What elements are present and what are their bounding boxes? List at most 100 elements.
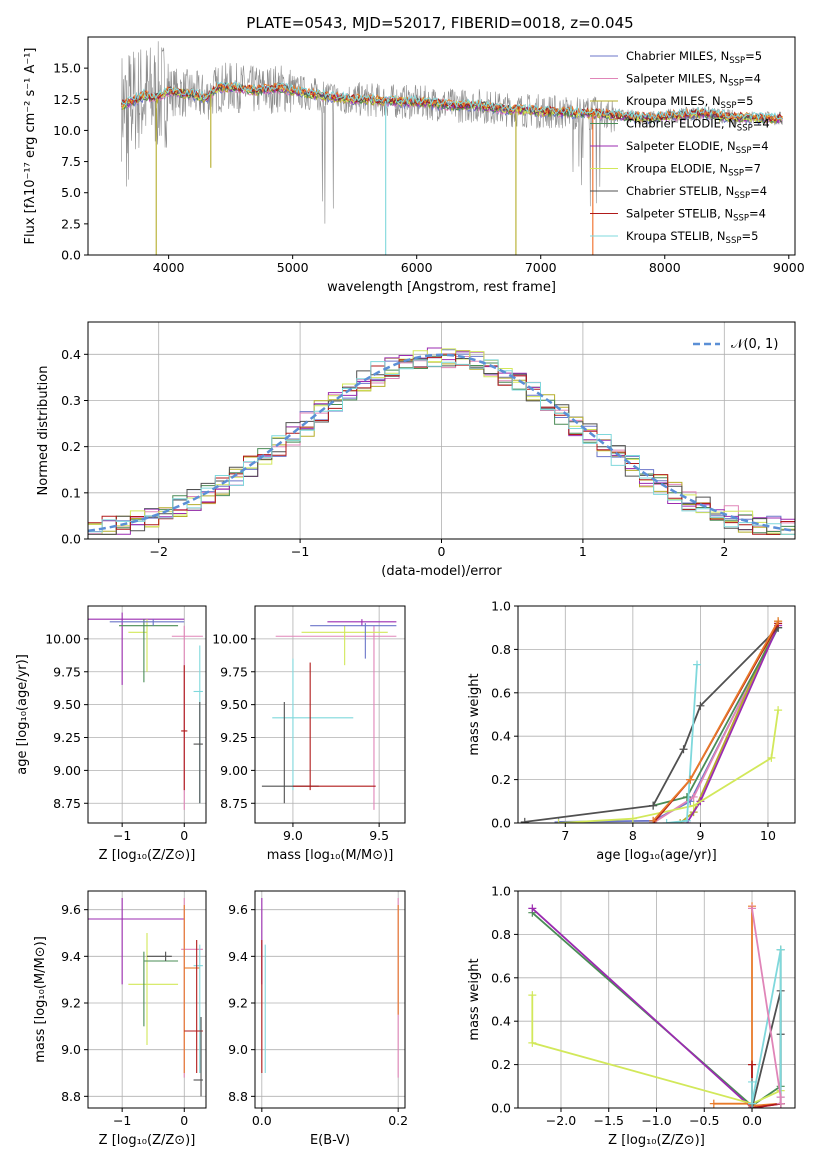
y-tick-label: 12.5 (53, 92, 81, 107)
y-tick-label: 7.5 (61, 154, 81, 169)
y-tick-label: 9.0 (61, 1042, 81, 1057)
x-tick-label: −1.0 (641, 1113, 671, 1128)
weight-point (748, 1060, 757, 1069)
legend-label: Chabrier STELIB, NSSP=4 (626, 184, 767, 201)
x-tick-label: 4000 (153, 260, 185, 275)
axes-frame (254, 605, 406, 824)
legend-label: Salpeter ELODIE, NSSP=4 (626, 139, 769, 156)
legend-label: Chabrier ELODIE, NSSP=4 (626, 117, 770, 134)
y-tick-label: 0.8 (491, 642, 511, 657)
y-tick-label: 9.50 (220, 697, 248, 712)
axes-frame (87, 890, 207, 1109)
y-tick-label: 0.1 (61, 485, 81, 500)
plot-area-mass-vs-ebv (261, 898, 399, 1078)
weight-point (748, 904, 757, 913)
weight-point (528, 1038, 537, 1047)
weight-point (774, 617, 783, 626)
y-tick-label: 15.0 (53, 61, 81, 76)
x-tick-label: −1 (113, 828, 131, 843)
y-tick-label: 8.75 (220, 796, 248, 811)
y-tick-label: 9.4 (61, 949, 81, 964)
y-tick-label: 0.0 (491, 1101, 511, 1116)
weight-point (693, 660, 702, 669)
axes-spectrum: 4000 5000 6000 7000 8000 9000 0.0 2.5 5.0 7.5 10.0… (23, 36, 805, 295)
y-tick-label: 0.0 (61, 248, 81, 263)
plot-area-spectrum (121, 41, 783, 255)
weight-point (520, 817, 529, 823)
x-tick-label: 0 (180, 1113, 188, 1128)
x-tick-label: 0.0 (252, 1113, 272, 1128)
y-tick-label: 5.0 (61, 185, 81, 200)
y-axis-label: age [log₁₀(age/yr)] (15, 654, 30, 775)
y-axis-label: mass weight (467, 958, 482, 1040)
y-tick-label: 10.00 (45, 631, 81, 646)
figure-title: PLATE=0543, MJD=52017, FIBERID=0018, z=0… (246, 14, 633, 32)
y-tick-label: 2.5 (61, 216, 81, 231)
plot-layer: 4000 5000 6000 7000 8000 90000.02.55.07.510.0… (15, 36, 805, 1148)
weight-point (662, 819, 671, 823)
weight-point (748, 1099, 757, 1108)
weight-line (666, 664, 698, 823)
y-tick-label: 9.25 (53, 730, 81, 745)
axes-age-vs-mass: 9.0 9.5 8.75 9.00 9.25 9.50 9.75 10.00 mass [log… (212, 605, 406, 863)
y-tick-label: 10.00 (212, 631, 248, 646)
y-tick-label: 10.0 (53, 123, 81, 138)
x-tick-label: 7 (561, 828, 569, 843)
axes-residuals: −2 −1 0 1 2 0.0 0.1 0.2 0.3 0.4 (data-model)/error… (36, 321, 796, 579)
y-tick-label: 9.00 (53, 763, 81, 778)
y-tick-label: 1.0 (491, 884, 511, 899)
y-tick-label: 0.3 (61, 393, 81, 408)
weight-point (679, 745, 688, 754)
weight-line (524, 627, 779, 823)
legend-label: Kroupa MILES, NSSP=5 (626, 94, 753, 111)
axes-weight-vs-age: 7 8 9 10 0.0 0.2 0.4 0.6 0.8 1.0 age [log₁₀(age/yr… (467, 599, 796, 863)
weight-point (649, 801, 658, 810)
normal-legend-label: 𝒩(0, 1) (731, 337, 778, 352)
axes-frame (87, 605, 207, 824)
x-tick-label: −2.0 (546, 1113, 576, 1128)
x-axis-label: age [log₁₀(age/yr)] (596, 848, 717, 863)
y-tick-label: 0.4 (61, 347, 81, 362)
legend-label: Chabrier MILES, NSSP=5 (626, 49, 762, 66)
y-tick-label: 0.6 (491, 970, 511, 985)
y-axis-label: Flux [fλ10⁻¹⁷ erg cm⁻² s⁻¹ A⁻¹] (23, 48, 38, 245)
y-tick-label: 0.4 (491, 729, 511, 744)
weight-point (776, 1099, 785, 1108)
x-tick-label: 6000 (401, 260, 433, 275)
normal-reference-curve (88, 353, 795, 533)
axes-frame (517, 605, 796, 824)
spectrum-legend: Chabrier MILES, NSSP=5 Salpeter MILES, NS… (590, 49, 770, 246)
weight-point (686, 775, 695, 784)
y-tick-label: 9.0 (228, 1042, 248, 1057)
x-tick-label: 1 (579, 544, 587, 559)
y-tick-label: 0.2 (491, 772, 511, 787)
x-tick-label: 0.0 (742, 1113, 762, 1128)
weight-line (531, 995, 782, 1105)
weight-line (751, 949, 782, 1104)
x-tick-label: 0 (180, 828, 188, 843)
x-tick-label: 0.2 (388, 1113, 408, 1128)
weight-point (767, 753, 776, 762)
x-axis-label: Z [log₁₀(Z/Z⊙)] (99, 1133, 196, 1148)
x-tick-label: 2 (720, 544, 728, 559)
axes-frame (87, 36, 796, 256)
x-axis-label: wavelength [Angstrom, rest frame] (327, 280, 556, 295)
weight-point (649, 816, 658, 823)
legend-label: Kroupa ELODIE, NSSP=7 (626, 162, 761, 179)
y-axis-label: Normed distribution (36, 366, 51, 496)
y-tick-label: 9.6 (61, 902, 81, 917)
plot-area-age-vs-mass (261, 619, 397, 810)
plot-area-weight-vs-age (520, 617, 783, 823)
y-tick-label: 8.75 (53, 796, 81, 811)
model-spectrum-line (121, 81, 783, 122)
x-axis-label: E(B-V) (310, 1133, 350, 1148)
axes-frame (517, 890, 796, 1109)
weight-point (528, 991, 537, 1000)
weight-point (748, 1077, 757, 1086)
x-tick-label: −1 (291, 544, 309, 559)
x-axis-label: Z [log₁₀(Z/Z⊙)] (608, 1133, 705, 1148)
x-tick-label: −0.5 (689, 1113, 719, 1128)
x-tick-label: 10 (760, 828, 776, 843)
y-tick-label: 0.2 (61, 439, 81, 454)
axes-weight-vs-Z: −2.0 −1.5 −1.0 −0.5 0.0 0.0 0.2 0.4 0.6 0.8 1.0 Z [… (467, 884, 796, 1148)
